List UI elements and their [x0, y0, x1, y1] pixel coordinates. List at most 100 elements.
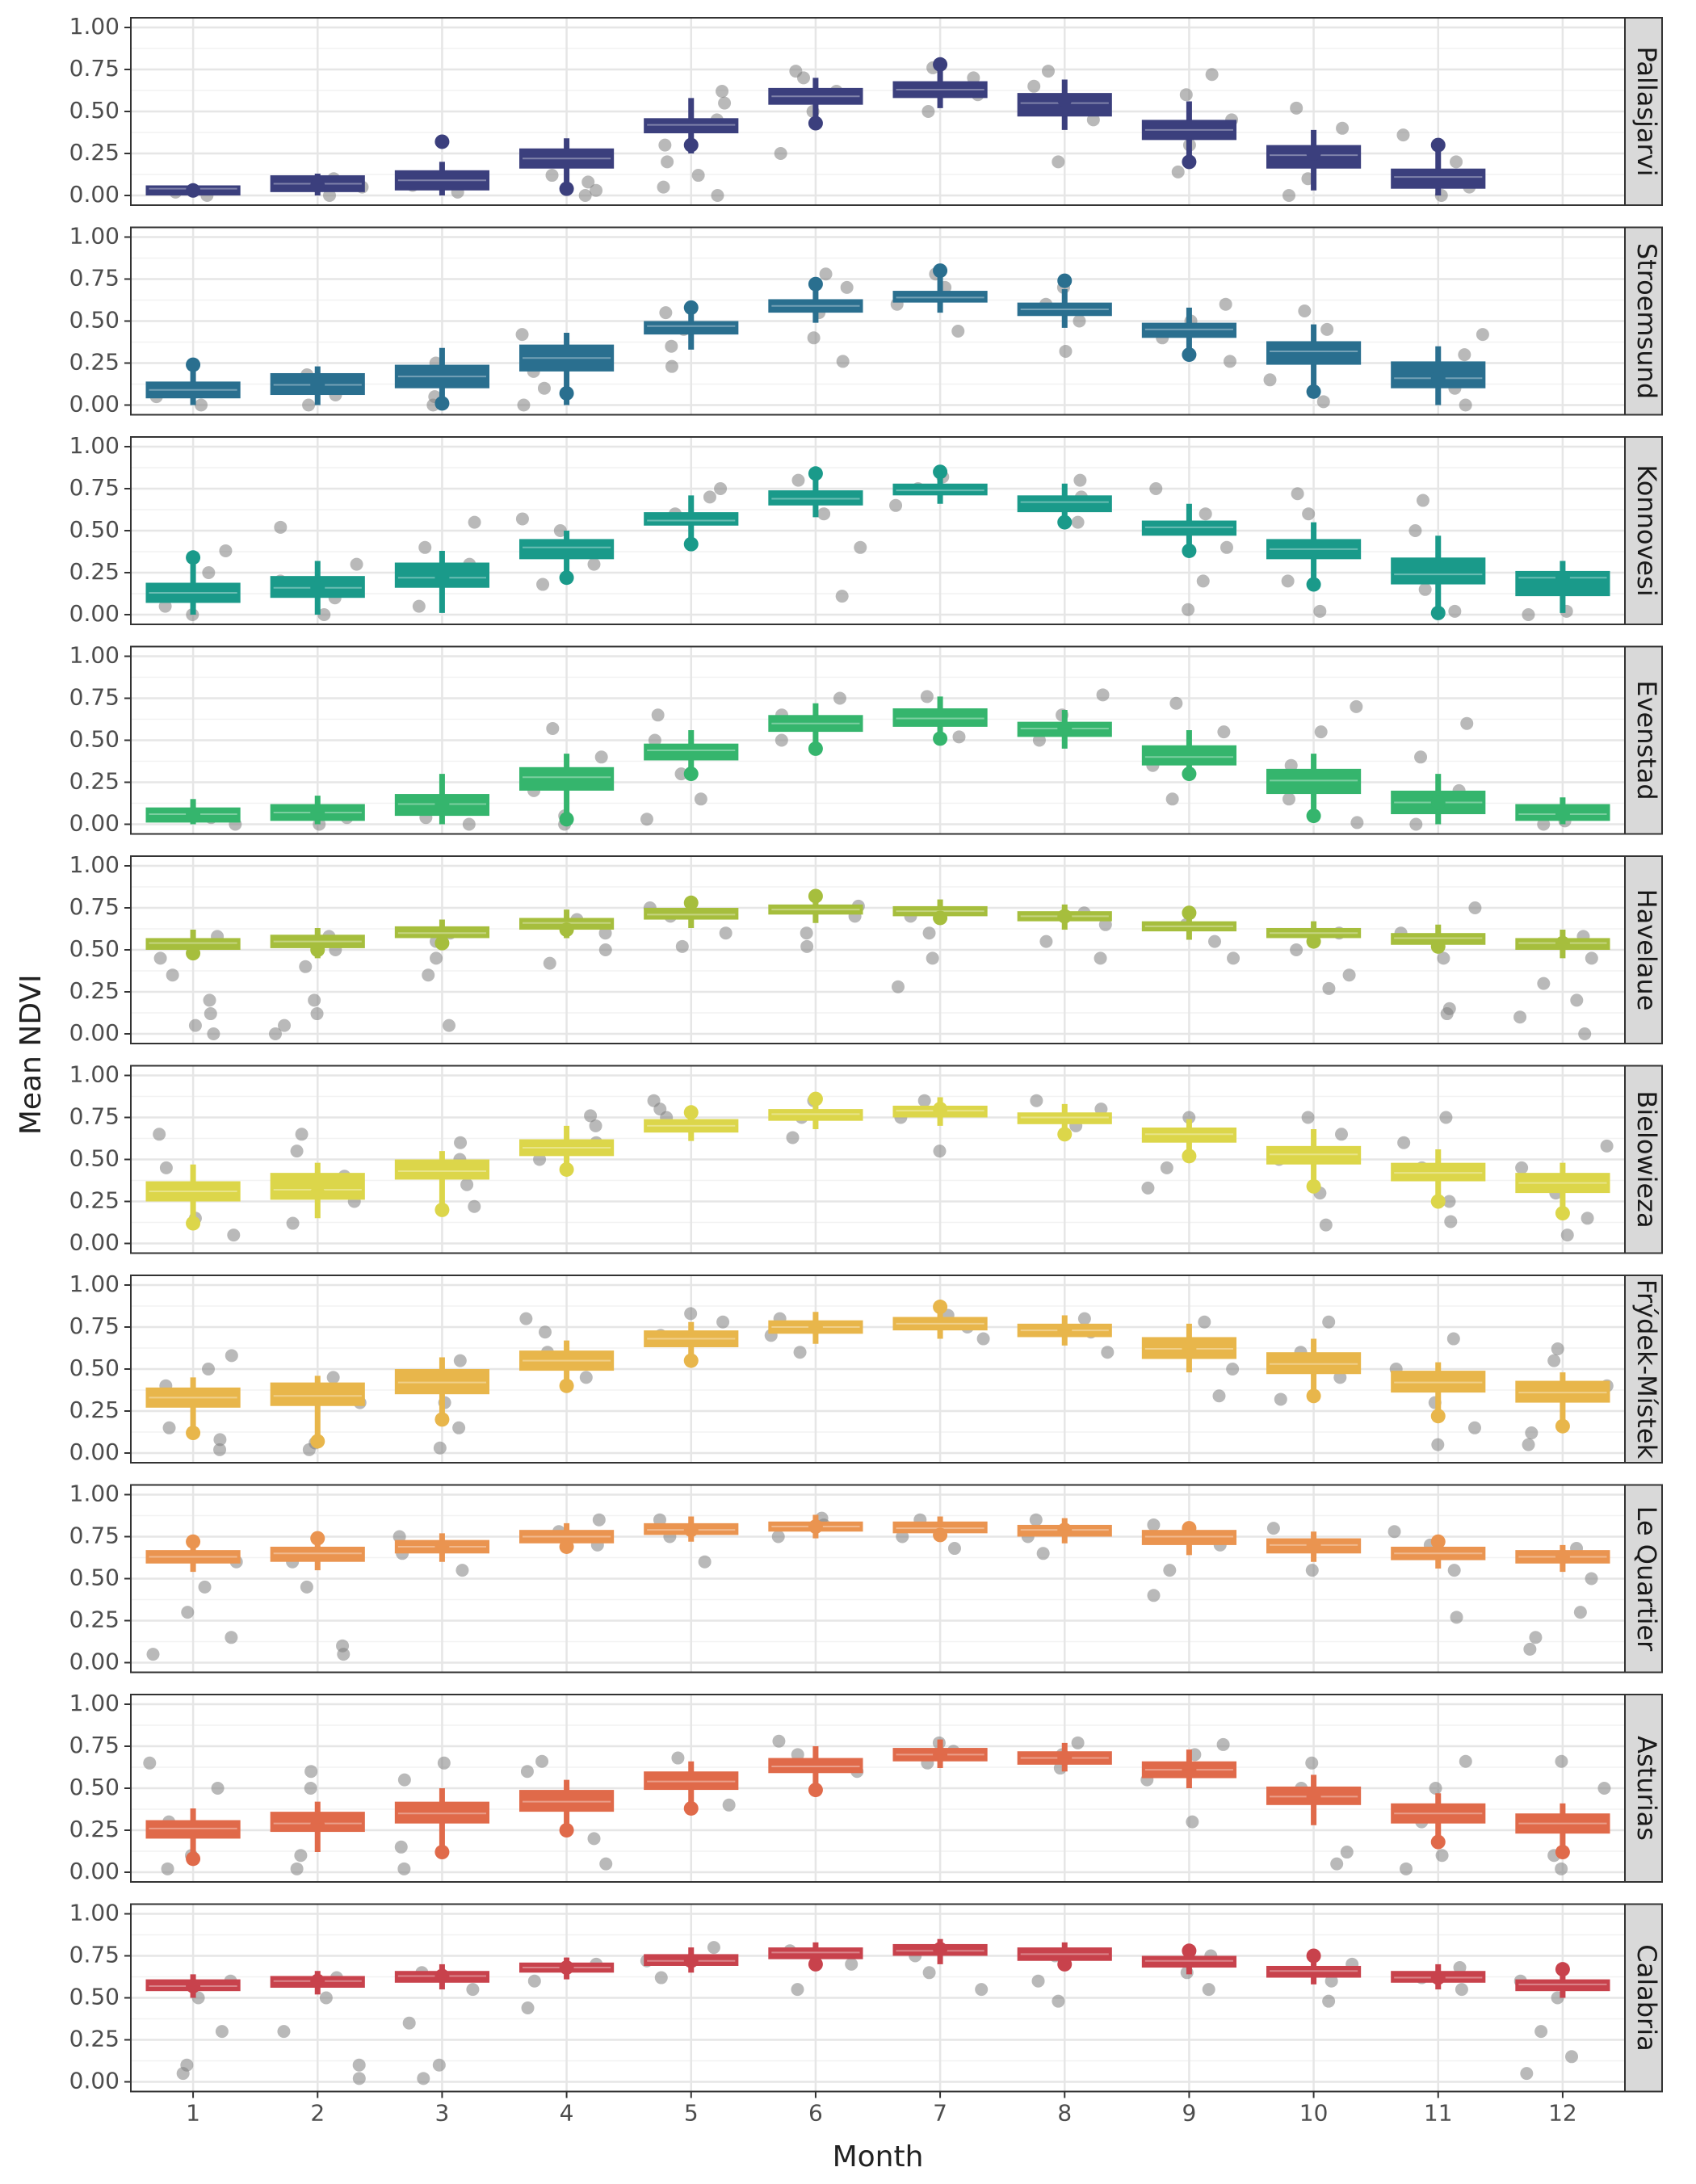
observation-point [1418, 582, 1432, 596]
observation-point [1029, 1513, 1043, 1527]
observation-point [180, 2058, 194, 2072]
panel-7: Le Quartier 0.00 0.25 0.50 0.75 1.00 [69, 1480, 1663, 1675]
observation-point [1036, 1547, 1050, 1560]
strip-background [1624, 1694, 1663, 1883]
box-iqr [145, 1820, 241, 1839]
observation-point [1098, 918, 1112, 931]
box-iqr [270, 1546, 365, 1562]
mean-point [434, 1539, 450, 1554]
observation-point [1476, 328, 1489, 342]
observation-point [1052, 1994, 1065, 2008]
observation-point [976, 1332, 990, 1346]
mean-point [1306, 1178, 1321, 1194]
observation-point [1219, 297, 1232, 311]
observation-point [1302, 507, 1316, 521]
mean-point [434, 935, 450, 951]
mean-point [1057, 720, 1073, 736]
mean-point [559, 1539, 574, 1554]
observation-point [1467, 1421, 1481, 1434]
observation-point [430, 951, 443, 965]
mean-point [1306, 934, 1321, 949]
box-iqr [1141, 120, 1236, 141]
observation-point [336, 1639, 350, 1653]
box-iqr [1141, 921, 1236, 932]
observation-point [543, 956, 556, 970]
observation-point [393, 1530, 406, 1544]
observation-point [299, 960, 313, 973]
mean-point [683, 766, 699, 782]
observation-point [453, 1354, 467, 1367]
mean-point [186, 1851, 201, 1867]
observation-point [800, 926, 813, 940]
observation-point [594, 750, 608, 764]
observation-point [545, 169, 559, 183]
mean-point [683, 137, 699, 153]
observation-point [654, 1971, 668, 1984]
observation-point [537, 381, 551, 395]
box-iqr [145, 582, 241, 603]
mean-point [808, 1956, 823, 1972]
observation-point [1330, 1857, 1344, 1871]
observation-point [714, 482, 728, 495]
box-iqr [1266, 1965, 1362, 1978]
y-tick-label: 0.75 [69, 474, 120, 501]
strip-label-2: Konnovesi [1631, 464, 1662, 596]
mean-point [186, 807, 201, 822]
observation-point [1212, 1389, 1226, 1403]
box-iqr [1515, 1380, 1610, 1403]
box-iqr [1141, 520, 1236, 536]
mean-point [310, 1817, 325, 1833]
observation-point [707, 1941, 720, 1955]
mean-point [1555, 935, 1570, 951]
panel-1: Stroemsund 0.00 0.25 0.50 0.75 1.00 [69, 223, 1663, 418]
observation-point [1340, 1846, 1354, 1859]
y-tick-label: 1.00 [69, 13, 120, 40]
mean-point [1306, 1537, 1321, 1552]
observation-point [1290, 101, 1303, 115]
observation-point [1301, 1111, 1315, 1124]
y-tick-label: 0.00 [69, 1438, 120, 1465]
observation-point [166, 968, 179, 982]
box-iqr [1266, 539, 1362, 560]
observation-point [1291, 487, 1304, 501]
observation-point [703, 490, 716, 504]
observation-point [468, 1199, 481, 1213]
observation-point [1453, 1961, 1467, 1975]
y-tick-label: 0.25 [69, 977, 120, 1004]
observation-point [153, 951, 167, 965]
x-tick-label: 8 [1057, 2100, 1072, 2127]
mean-point [808, 741, 823, 756]
mean-point [1182, 1762, 1197, 1778]
mean-point [1182, 1149, 1197, 1164]
box-iqr [519, 1790, 615, 1812]
observation-point [1314, 725, 1328, 739]
box-iqr [394, 364, 489, 388]
y-tick-label: 1.00 [69, 642, 120, 669]
observation-point [1096, 688, 1110, 702]
observation-point [922, 1966, 936, 1980]
observation-point [1534, 2025, 1548, 2039]
observation-point [845, 1957, 858, 1971]
box-iqr [644, 118, 739, 134]
mean-point [933, 1102, 948, 1117]
mean-point [434, 1202, 450, 1217]
mean-point [1182, 347, 1197, 363]
observation-point [536, 578, 550, 591]
observation-point [722, 1798, 736, 1812]
y-tick-label: 0.25 [69, 1396, 120, 1423]
mean-point [1057, 1127, 1073, 1142]
mean-point [186, 1978, 201, 1993]
observation-point [1199, 507, 1212, 521]
observation-point [1169, 696, 1183, 710]
mean-point [1057, 909, 1073, 924]
observation-point [922, 926, 936, 940]
observation-point [807, 331, 821, 345]
observation-point [1600, 1139, 1614, 1153]
y-tick-label: 1.00 [69, 1061, 120, 1088]
observation-point [1435, 1849, 1449, 1863]
y-tick-label: 1.00 [69, 223, 120, 250]
box-iqr [892, 483, 988, 496]
mean-point [186, 550, 201, 565]
x-axis-title: Month [833, 2140, 924, 2174]
observation-point [1520, 2067, 1534, 2081]
